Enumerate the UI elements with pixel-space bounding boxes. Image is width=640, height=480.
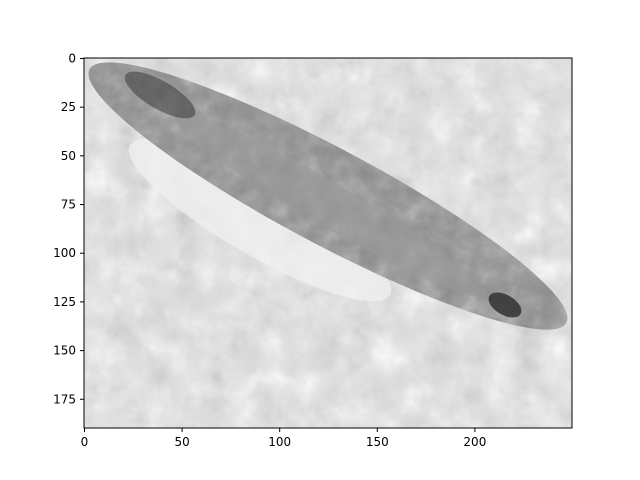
y-tick-label: 100: [53, 246, 76, 260]
y-tick-label: 150: [53, 344, 76, 358]
y-tick-label: 0: [68, 52, 76, 66]
y-tick-label: 175: [53, 392, 76, 406]
x-tick-label: 200: [463, 435, 486, 449]
image-area: [84, 58, 572, 428]
x-axis: 0 50 100 150 200: [81, 428, 486, 449]
y-tick-label: 50: [61, 149, 76, 163]
y-tick-label: 25: [61, 100, 76, 114]
x-tick-label: 0: [81, 435, 89, 449]
y-tick-label: 125: [53, 295, 76, 309]
x-tick-label: 50: [174, 435, 189, 449]
y-tick-label: 75: [61, 198, 76, 212]
x-tick-label: 100: [268, 435, 291, 449]
x-tick-label: 150: [366, 435, 389, 449]
y-axis: 0 25 50 75 100 125 150 175: [53, 52, 84, 406]
axes-frame: [83, 57, 573, 429]
